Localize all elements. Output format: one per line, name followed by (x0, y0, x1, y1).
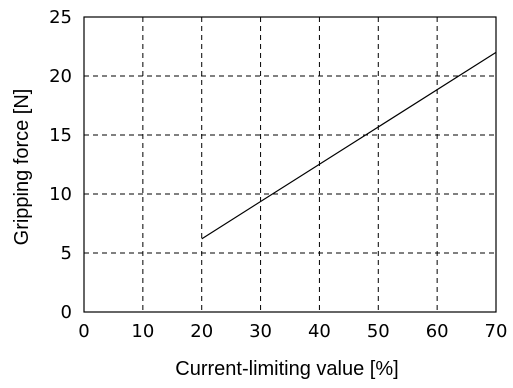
x-tick-label: 60 (426, 321, 449, 342)
x-tick-label: 30 (249, 321, 272, 342)
series-line-0 (201, 51, 497, 240)
y-tick-label: 0 (61, 302, 72, 323)
x-tick-label: 40 (308, 321, 331, 342)
x-tick-label: 10 (131, 321, 154, 342)
y-tick-label: 5 (61, 243, 72, 264)
x-tick-label: 50 (367, 321, 390, 342)
plot-area-frame (83, 16, 497, 313)
y-tick-label: 15 (49, 125, 72, 146)
y-axis-label: Gripping force [N] (11, 89, 33, 246)
y-tick-label: 25 (49, 7, 72, 28)
series-group (201, 51, 497, 240)
x-tick-label: 20 (190, 321, 213, 342)
y-tick-label: 20 (49, 66, 72, 87)
y-axis-ticks: 0 5 10 15 20 25 (49, 7, 72, 323)
x-tick-label: 0 (78, 321, 89, 342)
x-axis-label: Current-limiting value [%] (175, 358, 398, 380)
y-tick-label: 10 (49, 184, 72, 205)
x-tick-label: 70 (485, 321, 508, 342)
x-axis-ticks: 0 10 20 30 40 50 60 70 (78, 321, 507, 342)
grid (84, 17, 496, 312)
